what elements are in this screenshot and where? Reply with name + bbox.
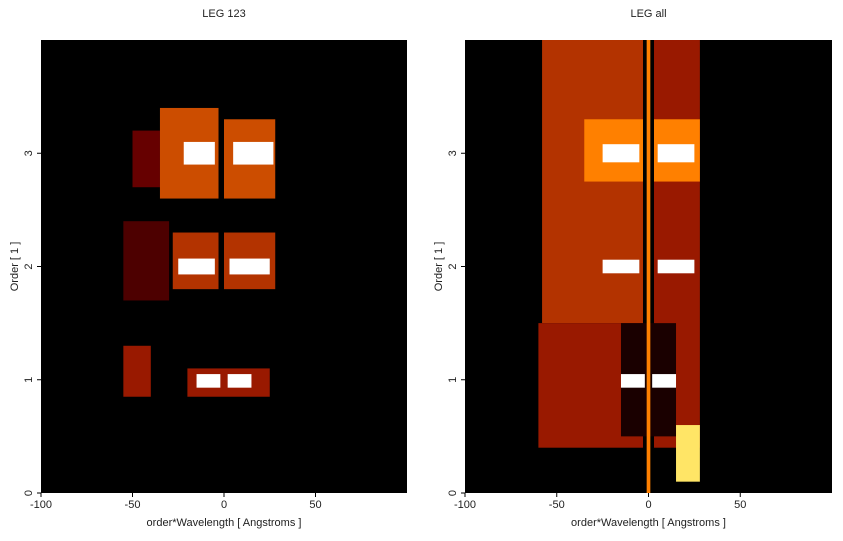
chart-title: LEG 123: [202, 8, 245, 20]
heat-cell: [646, 40, 651, 493]
heat-cell: [196, 374, 221, 388]
y-tick-label: 3: [447, 150, 459, 156]
x-tick-label: -100: [454, 499, 476, 511]
x-axis-label: order*Wavelength [ Angstroms ]: [571, 517, 726, 529]
heat-cell: [227, 374, 252, 388]
y-tick-label: 0: [23, 490, 35, 496]
y-axis-label: Order [ 1 ]: [9, 242, 21, 292]
x-tick-label: -50: [125, 499, 141, 511]
heat-cell: [123, 345, 151, 397]
y-tick-label: 0: [447, 490, 459, 496]
heat-cell: [132, 130, 160, 188]
y-tick-label: 2: [23, 263, 35, 269]
heat-cell: [123, 221, 170, 301]
chart-title: LEG all: [630, 8, 666, 20]
heat-cell: [657, 144, 695, 163]
y-tick-label: 2: [447, 263, 459, 269]
y-axis-label: Order [ 1 ]: [433, 242, 445, 292]
y-tick-label: 1: [447, 377, 459, 383]
heat-cell: [602, 259, 640, 274]
heat-cell: [657, 259, 695, 274]
x-tick-label: -50: [549, 499, 565, 511]
heat-cell: [233, 141, 274, 165]
x-axis-label: order*Wavelength [ Angstroms ]: [147, 517, 302, 529]
heat-cell: [602, 144, 640, 163]
heat-cell: [229, 258, 270, 275]
heat-cell: [676, 425, 700, 482]
x-tick-label: 0: [645, 499, 651, 511]
heat-cell: [652, 374, 677, 388]
x-tick-label: 50: [309, 499, 321, 511]
y-tick-label: 3: [23, 150, 35, 156]
x-tick-label: 0: [221, 499, 227, 511]
heat-cell: [178, 258, 215, 275]
x-tick-label: -100: [30, 499, 52, 511]
x-tick-label: 50: [734, 499, 746, 511]
y-tick-label: 1: [23, 377, 35, 383]
heat-cell: [620, 374, 645, 388]
heat-cell: [183, 141, 215, 165]
